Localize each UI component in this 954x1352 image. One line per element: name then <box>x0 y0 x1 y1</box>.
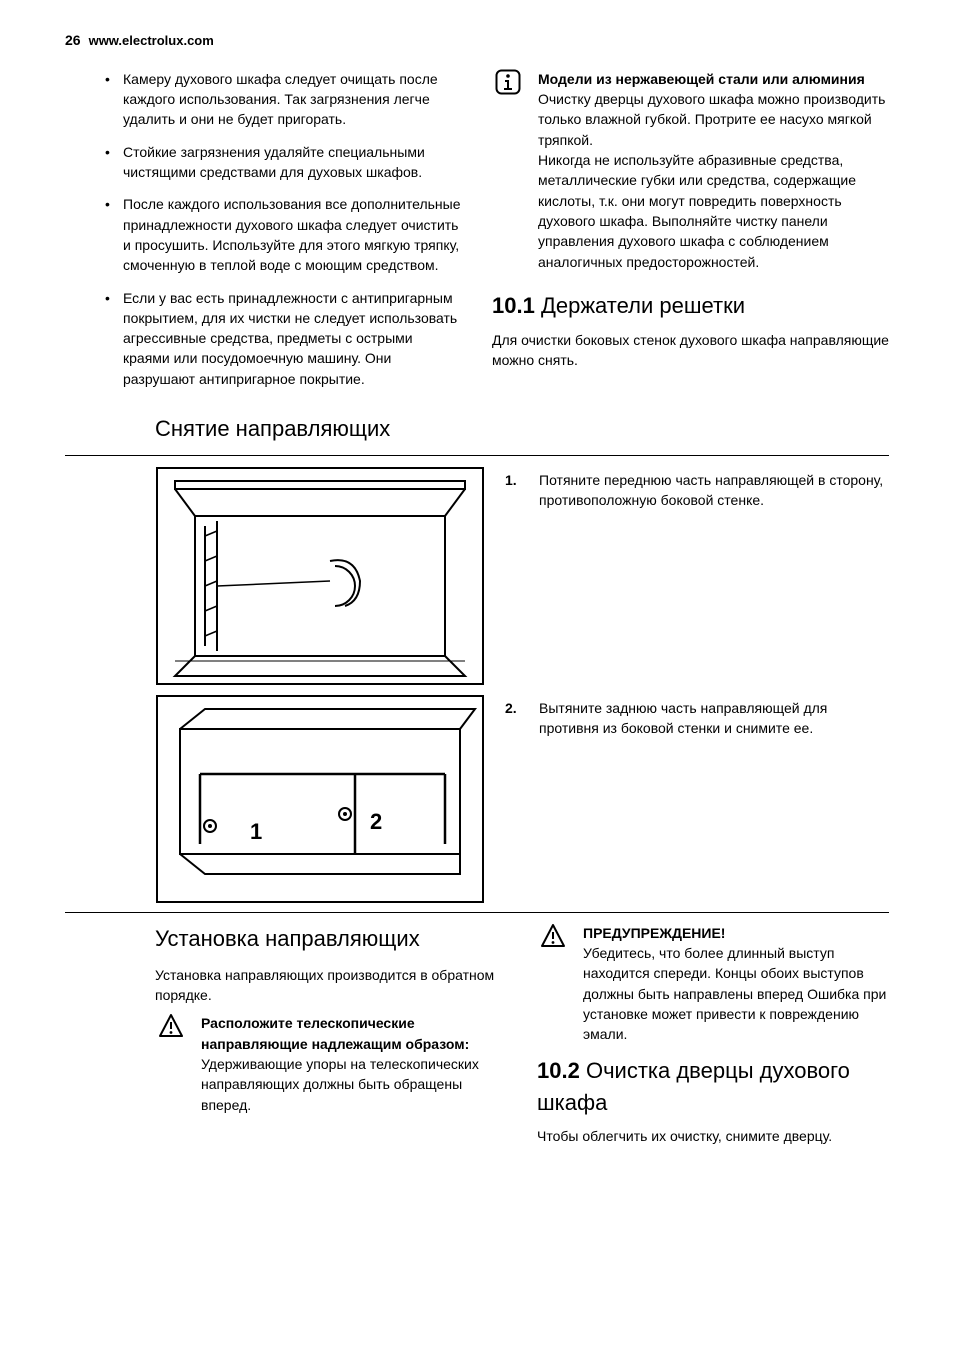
page-number: 26 <box>65 30 81 50</box>
horizontal-rule <box>65 912 889 913</box>
install-heading: Установка направляющих <box>155 923 507 955</box>
info-block-stainless: Модели из нержавеющей стали или алюминия… <box>492 69 889 272</box>
step-1-figure <box>155 466 485 686</box>
step-1-text: 1. Потяните переднюю часть направляющей … <box>505 466 889 511</box>
warn-body: Убедитесь, что более длинный выступ нахо… <box>583 943 889 1044</box>
warn-body: Удерживающие упоры на телескопических на… <box>201 1056 479 1113</box>
warning-icon <box>155 1013 187 1037</box>
left-column: Камеру духового шкафа следует очищать по… <box>65 69 462 401</box>
top-two-column: Камеру духового шкафа следует очищать по… <box>65 69 889 401</box>
warning-column: ПРЕДУПРЕЖДЕНИЕ! Убедитесь, что более дли… <box>537 923 889 1155</box>
section-number: 10.2 <box>537 1058 580 1083</box>
step-number: 2. <box>505 698 523 718</box>
removal-heading: Снятие направляющих <box>155 413 889 445</box>
info-paragraph: Очистку дверцы духового шкафа можно прои… <box>538 89 889 150</box>
step-number: 1. <box>505 470 523 490</box>
warning-icon <box>537 923 569 947</box>
figure-label-1: 1 <box>250 819 262 844</box>
step-body: Вытяните заднюю часть направляющей для п… <box>539 698 889 739</box>
info-text: Модели из нержавеющей стали или алюминия… <box>538 69 889 272</box>
list-item: Если у вас есть принадлежности с антипри… <box>105 288 462 389</box>
list-item: После каждого использования все дополнит… <box>105 194 462 275</box>
step-2-figure: 1 2 <box>155 694 485 904</box>
removal-heading-block: Снятие направляющих <box>155 413 889 445</box>
step-2-text: 2. Вытяните заднюю часть направляющей дл… <box>505 694 889 739</box>
section-title: Держатели решетки <box>541 293 745 318</box>
page-header: 26 www.electrolux.com <box>65 30 889 51</box>
info-paragraph: Никогда не используйте абразивные средст… <box>538 150 889 272</box>
main-warning-text: ПРЕДУПРЕЖДЕНИЕ! Убедитесь, что более дли… <box>583 923 889 1045</box>
step-body: Потяните переднюю часть направляющей в с… <box>539 470 889 511</box>
step-1-row: 1. Потяните переднюю часть направляющей … <box>65 466 889 686</box>
section-10-1-heading: 10.1 Держатели решетки <box>492 290 889 322</box>
info-icon <box>492 69 524 93</box>
step-2-row: 1 2 2. Вытяните заднюю часть направляюще… <box>65 694 889 904</box>
right-column: Модели из нержавеющей стали или алюминия… <box>492 69 889 401</box>
list-item: Стойкие загрязнения удаляйте специальным… <box>105 142 462 183</box>
horizontal-rule <box>65 455 889 456</box>
section-10-2-heading: 10.2 Очистка дверцы духового шкафа <box>537 1055 889 1119</box>
section-number: 10.1 <box>492 293 535 318</box>
section-title: Очистка дверцы духового шкафа <box>537 1058 850 1115</box>
section-10-1-intro: Для очистки боковых стенок духового шкаф… <box>492 330 889 371</box>
section-10-2-intro: Чтобы облегчить их очистку, снимите двер… <box>537 1126 889 1146</box>
warn-heading: ПРЕДУПРЕЖДЕНИЕ! <box>583 923 889 943</box>
bottom-two-column: Установка направляющих Установка направл… <box>65 923 889 1155</box>
install-intro: Установка направляющих производится в об… <box>155 965 507 1006</box>
install-warn-block: Расположите телескопические направляющие… <box>155 1013 507 1114</box>
cleaning-bullet-list: Камеру духового шкафа следует очищать по… <box>65 69 462 389</box>
warn-heading: Расположите телескопические направляющие… <box>201 1015 469 1051</box>
install-column: Установка направляющих Установка направл… <box>65 923 507 1155</box>
main-warning-block: ПРЕДУПРЕЖДЕНИЕ! Убедитесь, что более дли… <box>537 923 889 1045</box>
install-warn-text: Расположите телескопические направляющие… <box>201 1013 507 1114</box>
figure-label-2: 2 <box>370 809 382 834</box>
page-url: www.electrolux.com <box>89 32 214 51</box>
info-heading: Модели из нержавеющей стали или алюминия <box>538 69 889 89</box>
list-item: Камеру духового шкафа следует очищать по… <box>105 69 462 130</box>
